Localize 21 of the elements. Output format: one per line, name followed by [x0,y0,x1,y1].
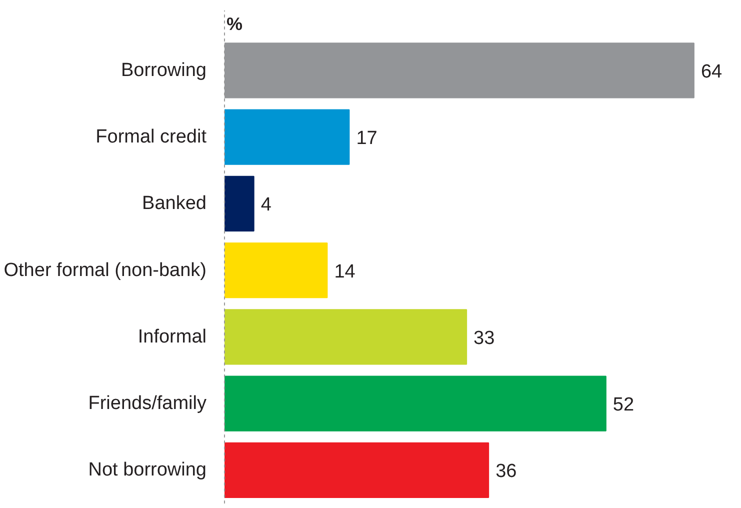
data-label: 52 [612,394,634,416]
bar [224,309,468,365]
y-tick-label: Friends/family [88,393,207,414]
bar [224,242,328,298]
x-axis-title: % [226,14,243,34]
y-tick-label: Borrowing [120,60,207,81]
data-label: 64 [700,61,723,82]
y-tick-label: Informal [138,326,207,348]
bar [224,109,350,165]
bar [224,376,606,432]
data-label: 33 [474,328,495,349]
y-tick-label: Banked [142,193,207,214]
y-tick-label: Formal credit [96,126,208,148]
bar [224,176,254,232]
data-label: 17 [356,128,378,150]
data-label: 36 [496,461,517,482]
data-label: 14 [334,261,356,282]
bar [224,442,490,498]
data-label: 4 [260,194,272,216]
y-tick-label: Other formal (non-bank) [4,260,207,281]
y-tick-label: Not borrowing [88,460,207,481]
